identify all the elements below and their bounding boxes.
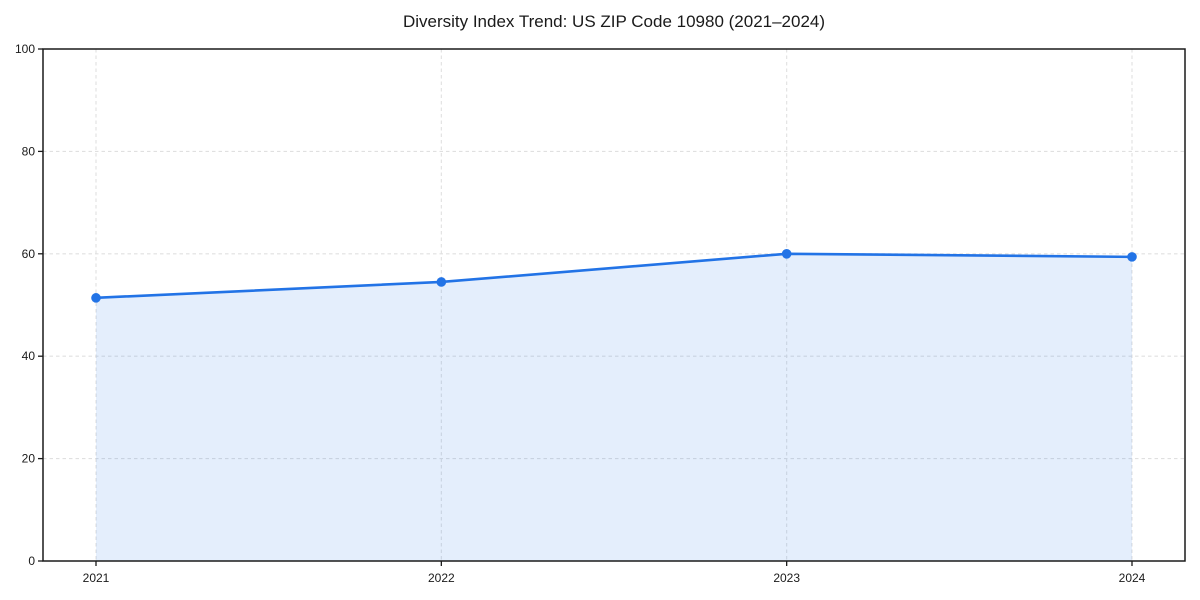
y-tick-label: 40	[22, 349, 36, 363]
x-tick-label: 2021	[83, 571, 110, 585]
chart-title: Diversity Index Trend: US ZIP Code 10980…	[402, 12, 826, 31]
data-point-marker	[1127, 252, 1137, 262]
area-fill	[96, 253, 1132, 562]
trend-line	[94, 252, 1134, 300]
axes-spines	[42, 48, 1186, 562]
y-tick-label: 100	[15, 42, 35, 56]
x-tick-label: 2023	[773, 571, 800, 585]
plot-background	[43, 49, 1185, 561]
x-tick-label: 2024	[1119, 571, 1146, 585]
y-tick-label: 0	[28, 554, 35, 568]
data-point-marker	[781, 249, 792, 259]
data-point-marker	[91, 293, 101, 303]
y-tick-label: 80	[22, 144, 36, 158]
data-point-marker	[436, 277, 447, 287]
y-tick-label: 60	[22, 247, 36, 261]
y-tick-label: 20	[22, 452, 36, 466]
x-tick-label: 2022	[428, 571, 455, 585]
